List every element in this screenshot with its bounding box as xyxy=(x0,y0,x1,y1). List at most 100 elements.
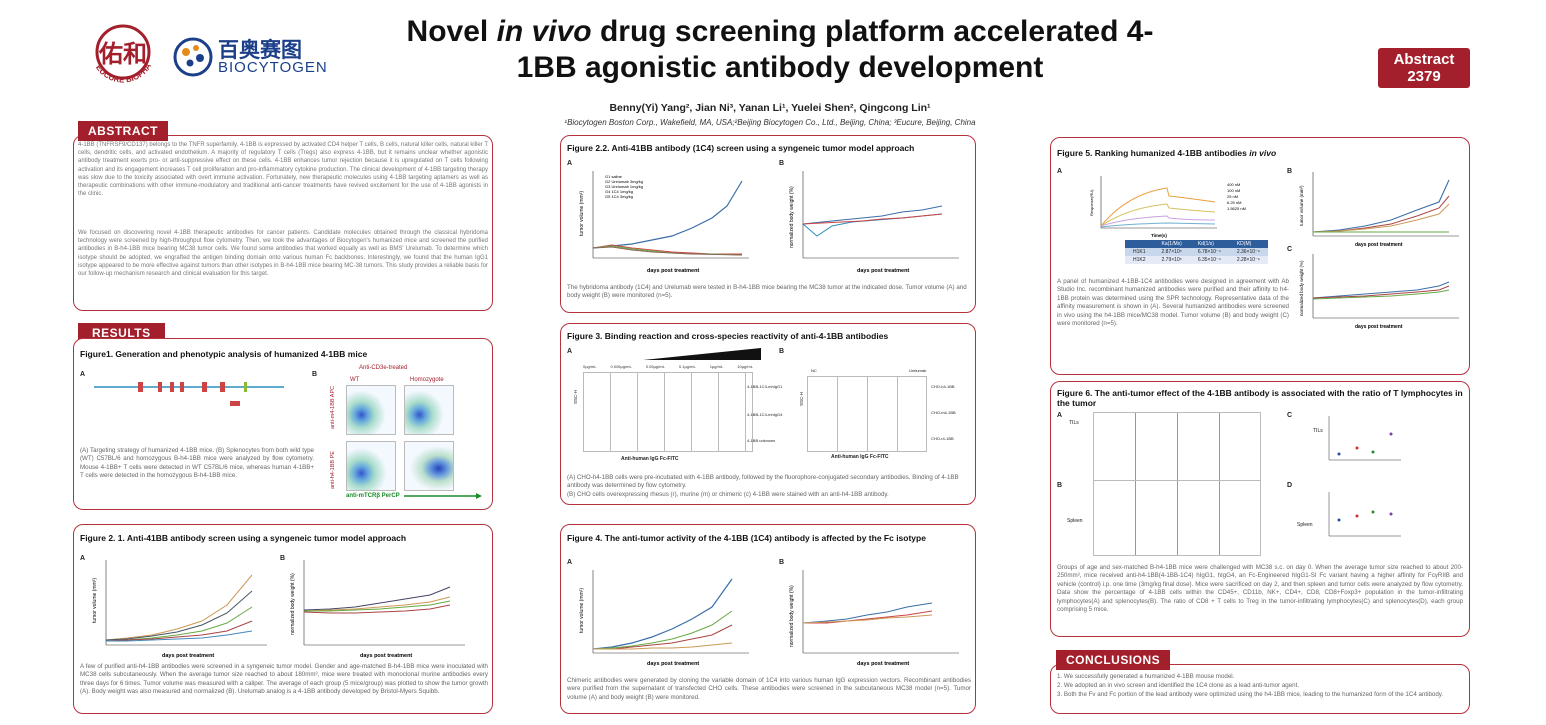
abstract-badge: Abstract 2379 xyxy=(1378,48,1470,88)
fig22-xlabel-b: days post treatment xyxy=(857,268,909,274)
fig3-title: Figure 3. Binding reaction and cross-spe… xyxy=(567,331,889,341)
fig5-label-c: C xyxy=(1287,246,1293,253)
fig21-title: Figure 2. 1. Anti-41BB antibody screen u… xyxy=(80,533,407,543)
fig3-row-b-0: CHO-h4-1BB xyxy=(931,384,955,389)
fig4-chart-a: tumor volume (mm³) days post treatment xyxy=(579,570,749,667)
conclusions-label: CONCLUSIONS xyxy=(1056,650,1171,670)
fig5-td-1-0: H1K2 xyxy=(1133,257,1146,263)
fig4-panel: Figure 4. The anti-tumor activity of the… xyxy=(560,524,976,714)
abstract-panel: 4-1BB (TNFRSF9/CD137) belongs to the TNF… xyxy=(73,135,493,311)
fig3-label-a: A xyxy=(567,348,573,355)
eucure-logo: 佑和 EUCURE BIOPHARMA xyxy=(77,5,166,98)
fig1-label-a: A xyxy=(80,371,86,378)
fig6-spleen-label-d: Spleen xyxy=(1297,522,1313,528)
abstract-text-2: We focused on discovering novel 4-1BB th… xyxy=(78,230,488,278)
fig4-ylabel-b: normalized body weight (%) xyxy=(789,585,795,647)
fig5-ylabel-c: normalized body weight (%) xyxy=(1299,260,1304,316)
conclusion-2: 2. We adopted an in vivo screen and iden… xyxy=(1057,682,1300,689)
abstract-text: 4-1BB (TNFRSF9/CD137) belongs to the TNF… xyxy=(78,142,488,198)
fig5-kinetics-table: Ka(1/Ms) Kd(1/s) KD(M) H1K1 2.87×10⁵ 6.78×10… xyxy=(1125,240,1268,264)
fig6-grid-a xyxy=(1093,412,1261,488)
fig5-th-3: KD(M) xyxy=(1236,241,1252,247)
fig5-xlabel-b: days post treatment xyxy=(1355,242,1403,248)
fig5-spr-y: Response(RU) xyxy=(1089,189,1094,216)
conclusion-3: 3. Both the Fv and Fc portion of the lea… xyxy=(1057,691,1444,698)
fig3-row-a-0: 4-1BB-1C4-mhIgG1 xyxy=(747,384,783,389)
fig1-label-b: B xyxy=(312,371,318,378)
fig22-legend-1: G2 Urelumab 3mg/kg xyxy=(605,179,643,184)
fig3-ylab-a: SSC-H xyxy=(573,389,578,404)
fig6-label-a: A xyxy=(1057,412,1063,419)
fig21-label-a: A xyxy=(80,555,86,562)
fig21-panel: Figure 2. 1. Anti-41BB antibody screen u… xyxy=(73,524,493,714)
fig3-dose-wedge xyxy=(643,348,761,360)
fig5-xlabel-c: days post treatment xyxy=(1355,324,1403,330)
fig5-label-a: A xyxy=(1057,168,1063,175)
fig4-chart-b: normalized body weight (%) days post tre… xyxy=(789,570,959,667)
fig22-label-a: A xyxy=(567,160,573,167)
fig5-chart-c: normalized body weight (%) days post tre… xyxy=(1299,254,1459,330)
fig5-th-2: Kd(1/s) xyxy=(1197,241,1214,247)
fig4-xlabel-b: days post treatment xyxy=(857,661,909,667)
fig3-nc: NC xyxy=(811,368,817,373)
fig1-caption: (A) Targeting strategy of humanized 4-1B… xyxy=(80,447,314,480)
fig5-ylabel-b: tumor volume (mm³) xyxy=(1299,185,1304,226)
fig3-conc-5: 10μg/mL xyxy=(737,364,753,369)
fig3-row-a-2: 4-1BB unknown xyxy=(747,438,776,443)
fig21-chart-b: normalized body weight (%) days post tre… xyxy=(290,560,465,659)
conclusion-1: 1. We successfully generated a humanized… xyxy=(1057,673,1235,680)
fig21-chart-a: tumor volume (mm³) days post treatment xyxy=(92,560,267,659)
fig3-row-b-1: CHO-m4-1BB xyxy=(931,410,956,415)
poster-title: Novel in vivo drug screening platform ac… xyxy=(406,15,1154,84)
fig6-caption: Groups of age and sex-matched B-h4-1BB m… xyxy=(1057,564,1463,614)
fig5-td-0-0: H1K1 xyxy=(1133,249,1146,255)
conclusions-panel: 1. We successfully generated a humanized… xyxy=(1050,664,1470,714)
fig22-label-b: B xyxy=(779,160,785,167)
fig5-label-b: B xyxy=(1287,168,1293,175)
fig3-grid-b xyxy=(807,376,927,452)
fig5-spr-x: Time(s) xyxy=(1151,233,1167,238)
fig5-spr-legend-0: 400 nM xyxy=(1227,182,1240,187)
fig22-xlabel-a: days post treatment xyxy=(647,268,699,274)
fig5-td-1-1: 2.79×10⁵ xyxy=(1161,257,1182,263)
fig21-label-b: B xyxy=(280,555,286,562)
fig1-targeting-diagram xyxy=(94,382,284,406)
fig1-xaxis-arrow xyxy=(404,493,482,499)
biocytogen-logo-en: BIOCYTOGEN xyxy=(218,59,328,76)
fig6-panel: Figure 6. The anti-tumor effect of the 4… xyxy=(1050,381,1470,637)
fig1-xaxis: anti-mTCRβ PerCP xyxy=(346,493,400,499)
fig6-grid-b xyxy=(1093,480,1261,556)
fig22-legend-2: G3 Urelumab 1mg/kg xyxy=(605,184,643,189)
fig6-chart-c xyxy=(1328,416,1401,461)
fig3-caption: (A) CHO-h4-1BB cells were pre-incubated … xyxy=(567,474,959,490)
fig3-ylab-b: SSC-H xyxy=(799,391,804,406)
fig5-title: Figure 5. Ranking humanized 4-1BB antibo… xyxy=(1057,148,1277,158)
fig4-title: Figure 4. The anti-tumor activity of the… xyxy=(567,533,926,543)
fig5-spr-legend-1: 100 nM xyxy=(1227,188,1240,193)
fig6-tils-label-c: TILs xyxy=(1313,428,1323,434)
fig6-label-c: C xyxy=(1287,412,1293,419)
fig1-panel: Figure1. Generation and phenotypic analy… xyxy=(73,338,493,510)
fig1-wt-label: WT xyxy=(350,377,360,383)
fig5-th-1: Ka(1/Ms) xyxy=(1161,241,1182,247)
fig5-th-0 xyxy=(1125,240,1154,248)
fig22-chart-a: G1 saline G2 Urelumab 3mg/kg G3 Urelumab… xyxy=(579,171,749,274)
fig21-ylabel-a: tumor volume (mm³) xyxy=(92,578,98,623)
fig1-homo-label: Homozygote xyxy=(410,377,444,383)
fig22-legend-3: G4 1C4 1mg/kg xyxy=(605,189,633,194)
fig5-caption: A panel of humanized 4-1BB-1C4 antibodie… xyxy=(1057,278,1289,328)
fig5-spr-legend-4: 1.5625 nM xyxy=(1227,206,1246,211)
fig3-conc-4: 1μg/mL xyxy=(709,364,724,369)
fig3-conc-1: 0.005μg/mL xyxy=(610,364,632,369)
fig22-ylabel-a: tumor volume (mm³) xyxy=(579,191,585,236)
fig4-label-b: B xyxy=(779,559,785,566)
fig22-ylabel-b: normalized body weight (%) xyxy=(789,186,795,248)
fig5-td-0-1: 2.87×10⁵ xyxy=(1161,249,1182,255)
fig4-xlabel-a: days post treatment xyxy=(647,661,699,667)
fig1-yaxis1: anti-m4-1BB APC xyxy=(330,385,336,429)
fig22-legend-4: G5 1C4 3mg/kg xyxy=(605,194,633,199)
fig21-ylabel-b: normalized body weight (%) xyxy=(290,573,296,635)
fig22-chart-b: normalized body weight (%) days post tre… xyxy=(789,171,959,274)
authors: Benny(Yi) Yang², Jian Ni³, Yanan Li¹, Yu… xyxy=(609,102,931,114)
fig1-anti-cd3: Anti-CD3e-treated xyxy=(359,365,408,371)
